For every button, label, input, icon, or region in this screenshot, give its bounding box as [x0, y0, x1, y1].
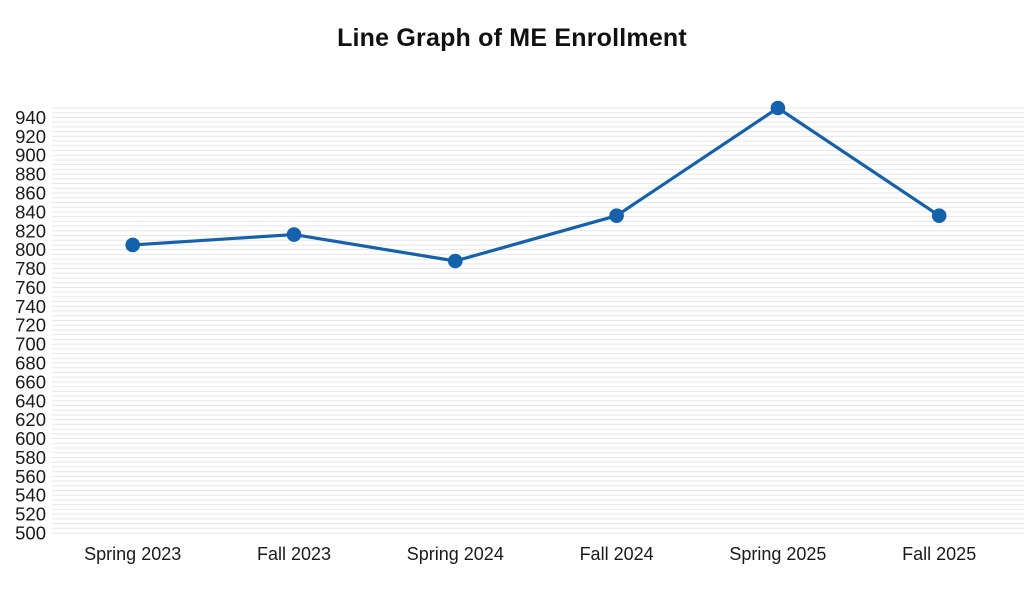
y-axis-tick-label: 640 [15, 390, 46, 411]
y-axis-tick-label: 700 [15, 334, 46, 355]
y-axis-tick-label: 600 [15, 428, 46, 449]
y-axis-tick-label: 660 [15, 371, 46, 392]
y-axis-tick-label: 940 [15, 107, 46, 128]
data-point-spring-2023 [125, 237, 140, 253]
data-point-fall-2023 [286, 227, 302, 242]
y-axis-tick-label: 780 [15, 258, 46, 279]
data-point-fall-2025 [931, 208, 947, 223]
chart-title: Line Graph of ME Enrollment [337, 24, 687, 52]
y-axis-tick-label: 840 [15, 201, 46, 222]
y-axis-tick-label: 820 [15, 220, 46, 241]
y-axis-labels: 9409209008808608408208007807607407207006… [15, 107, 46, 544]
x-axis-label: Fall 2024 [580, 544, 654, 564]
y-axis-tick-label: 580 [15, 447, 46, 468]
x-axis-label: Spring 2025 [729, 544, 826, 564]
data-points [125, 100, 947, 269]
y-axis-tick-label: 900 [15, 145, 46, 166]
x-axis-label: Spring 2024 [407, 544, 504, 564]
x-axis-labels: Spring 2023 Fall 2023 Spring 2024 Fall 2024… [84, 544, 976, 564]
y-axis-tick-label: 800 [15, 239, 46, 260]
y-axis-tick-label: 880 [15, 164, 46, 185]
x-axis-label: Spring 2023 [84, 544, 181, 564]
data-point-spring-2024 [448, 253, 463, 269]
enrollment-line [131, 106, 941, 263]
y-axis-tick-label: 520 [15, 504, 46, 525]
y-axis-tick-label: 680 [15, 353, 46, 374]
y-axis-tick-label: 920 [15, 126, 46, 147]
y-axis-tick-label: 740 [15, 296, 46, 317]
y-axis-tick-label: 760 [15, 277, 46, 298]
y-axis-tick-label: 620 [15, 409, 46, 430]
data-point-spring-2025 [770, 100, 786, 116]
y-axis-tick-label: 500 [15, 523, 46, 544]
gridlines [52, 107, 1024, 534]
y-axis-tick-label: 560 [15, 466, 46, 487]
y-axis-tick-label: 540 [15, 485, 46, 506]
x-axis-label: Fall 2023 [257, 544, 331, 564]
data-point-fall-2024 [609, 208, 624, 223]
y-axis-tick-label: 860 [15, 183, 46, 204]
x-axis-label: Fall 2025 [902, 544, 976, 564]
y-axis-tick-label: 720 [15, 315, 46, 336]
